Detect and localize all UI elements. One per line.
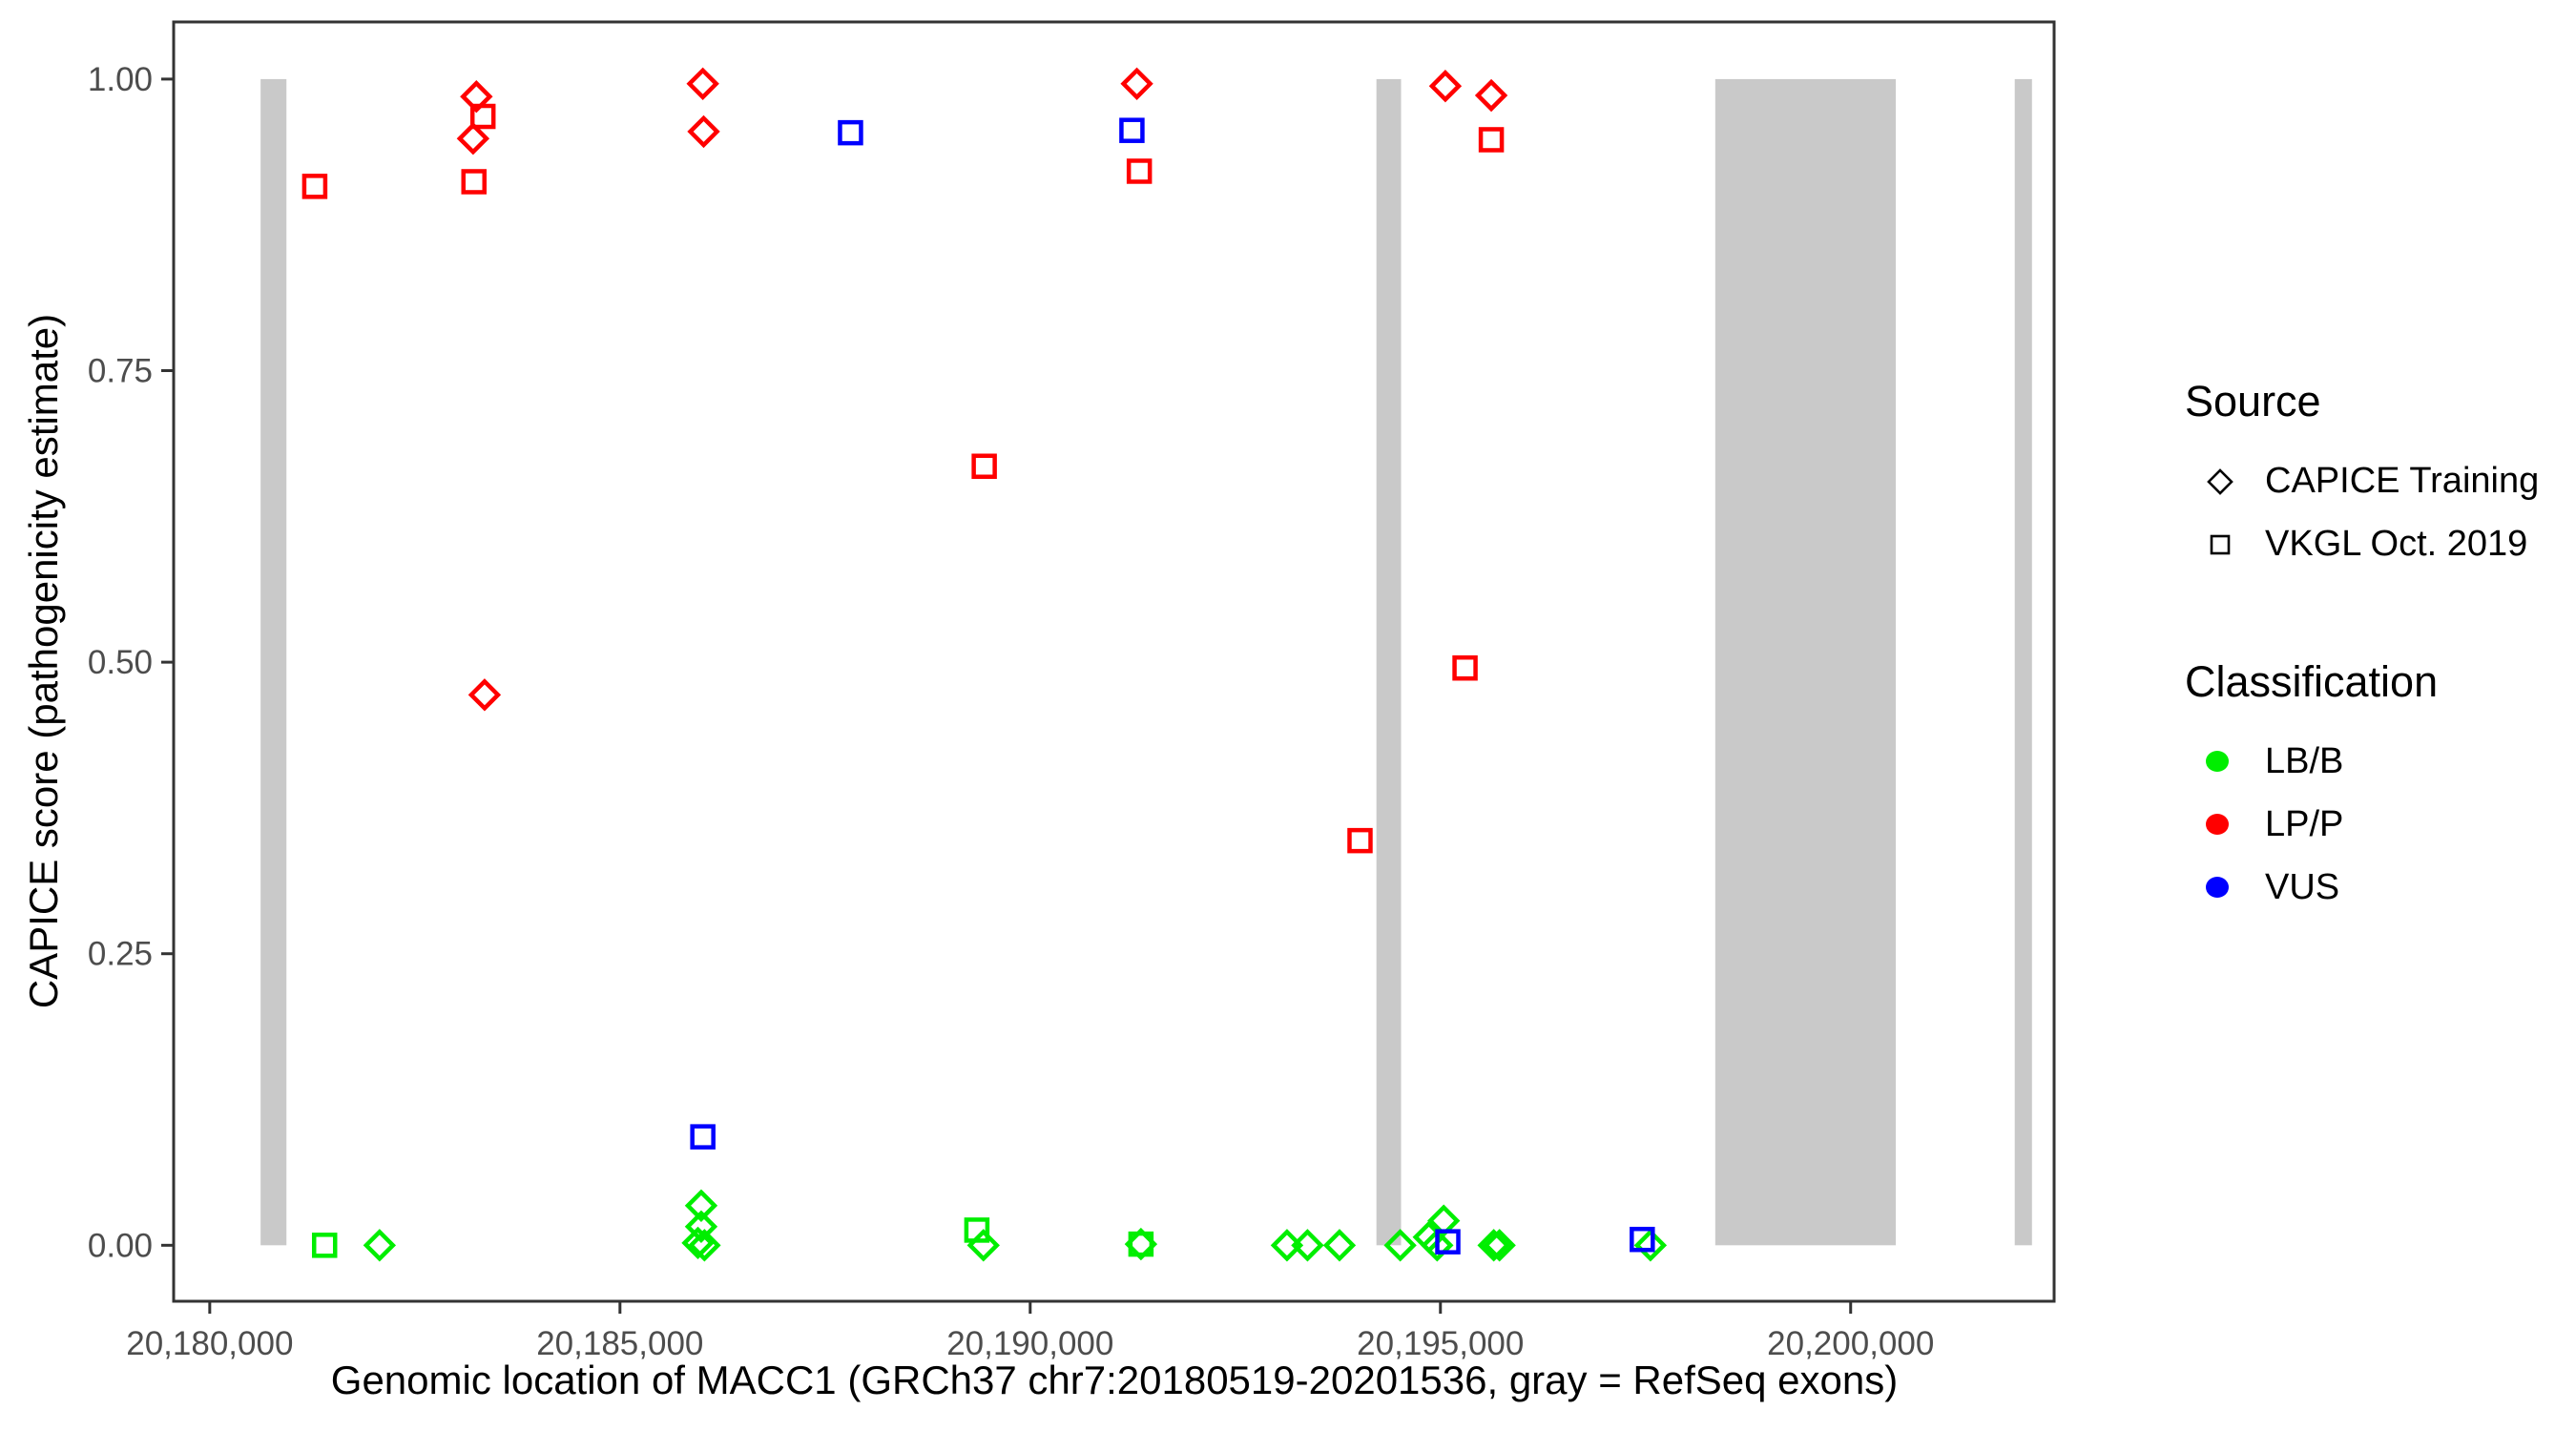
- data-point: [1347, 827, 1373, 854]
- data-point: [456, 122, 490, 156]
- data-point: [301, 174, 328, 199]
- refseq-exon: [1714, 78, 1897, 1246]
- legend-item-label: VKGL Oct. 2019: [2265, 524, 2528, 564]
- legend-item-vkgl: VKGL Oct. 2019: [2185, 513, 2539, 576]
- data-point: [1291, 1229, 1324, 1262]
- x-tick-label: 20,190,000: [946, 1325, 1113, 1362]
- legend-item-label: LB/B: [2265, 740, 2344, 781]
- y-tick-label: 0.75: [88, 353, 153, 390]
- refseq-exon: [1376, 78, 1402, 1246]
- data-point: [1428, 70, 1463, 103]
- data-point: [1633, 1229, 1668, 1262]
- legend-source-title: Source: [2185, 377, 2321, 425]
- data-point: [460, 80, 493, 114]
- data-point: [838, 119, 863, 146]
- data-point: [467, 678, 502, 712]
- legend-item-lpp: LP/P: [2185, 793, 2539, 856]
- y-tick-label: 0.00: [88, 1227, 153, 1264]
- data-point: [1383, 1229, 1417, 1262]
- blue-dot-icon: [2185, 877, 2246, 898]
- diamond-icon: [2185, 467, 2246, 496]
- x-tick-label: 20,195,000: [1357, 1325, 1524, 1362]
- legend-item-label: LP/P: [2265, 803, 2344, 844]
- square-icon: [2185, 530, 2246, 559]
- data-point: [1452, 654, 1478, 681]
- y-axis-title: CAPICE score (pathogenicity estimate): [21, 313, 66, 1009]
- data-point: [971, 453, 997, 479]
- y-tick-label: 1.00: [88, 61, 153, 98]
- data-point: [1120, 67, 1153, 100]
- data-point: [461, 169, 487, 195]
- data-point: [1435, 1229, 1461, 1255]
- legend-item-capice-training: CAPICE Training: [2185, 450, 2539, 513]
- legend-item-label: VUS: [2265, 866, 2340, 907]
- y-tick-label: 0.50: [88, 644, 153, 681]
- red-dot-icon: [2185, 814, 2246, 835]
- data-point: [1427, 1204, 1461, 1237]
- refseq-exon: [260, 78, 287, 1246]
- x-tick-label: 20,180,000: [126, 1325, 293, 1362]
- data-point: [1322, 1229, 1357, 1262]
- data-point: [966, 1229, 1000, 1262]
- data-point: [1421, 1229, 1454, 1262]
- data-point: [311, 1233, 338, 1258]
- data-point: [681, 1226, 715, 1260]
- data-point: [690, 1124, 716, 1150]
- data-point: [964, 1217, 990, 1243]
- data-point: [363, 1229, 397, 1262]
- data-point: [684, 1210, 718, 1243]
- data-point: [1477, 1229, 1510, 1262]
- data-point: [1126, 158, 1153, 184]
- data-point: [1128, 1231, 1154, 1257]
- data-point: [1474, 78, 1508, 113]
- refseq-exon: [2014, 78, 2032, 1246]
- x-tick-label: 20,185,000: [536, 1325, 703, 1362]
- legend: Source CAPICE Training VKGL Oct. 2019 Cl…: [2185, 378, 2539, 919]
- green-dot-icon: [2185, 751, 2246, 772]
- data-point: [469, 103, 496, 130]
- data-point: [1630, 1226, 1655, 1253]
- data-point: [687, 114, 720, 149]
- legend-item-lbb: LB/B: [2185, 730, 2539, 793]
- data-point: [1119, 117, 1145, 143]
- legend-item-label: CAPICE Training: [2265, 461, 2540, 501]
- data-point: [686, 67, 719, 100]
- data-point: [684, 1189, 718, 1222]
- legend-classification-title: Classification: [2185, 656, 2439, 706]
- data-point: [1478, 127, 1505, 153]
- data-point: [1483, 1229, 1516, 1262]
- y-tick-label: 0.25: [88, 936, 153, 973]
- data-point: [688, 1229, 721, 1262]
- legend-item-vus: VUS: [2185, 856, 2539, 919]
- x-tick-label: 20,200,000: [1767, 1325, 1934, 1362]
- x-axis-title: Genomic location of MACC1 (GRCh37 chr7:2…: [330, 1358, 1899, 1402]
